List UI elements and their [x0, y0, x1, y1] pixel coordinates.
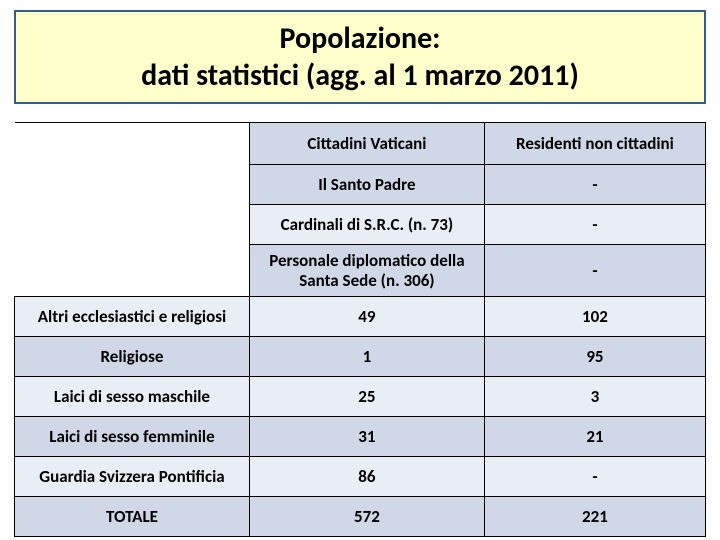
row-label: Religiose [15, 337, 250, 377]
table-row: Personale diplomatico della Santa Sede (… [15, 245, 706, 297]
row-label: Guardia Svizzera Pontificia [15, 457, 250, 497]
cell-cittadini: 572 [249, 497, 484, 537]
title-line2: dati statistici (agg. al 1 marzo 2011) [26, 57, 694, 94]
row-label [15, 165, 250, 205]
cell-residenti: 95 [484, 337, 705, 377]
cell-residenti: 3 [484, 377, 705, 417]
row-label [15, 245, 250, 297]
cell-cittadini: Personale diplomatico della Santa Sede (… [249, 245, 484, 297]
cell-residenti: 221 [484, 497, 705, 537]
header-blank [15, 123, 250, 165]
header-col2: Cittadini Vaticani [249, 123, 484, 165]
cell-residenti: 102 [484, 297, 705, 337]
row-label: TOTALE [15, 497, 250, 537]
cell-cittadini: Cardinali di S.R.C. (n. 73) [249, 205, 484, 245]
cell-cittadini: Il Santo Padre [249, 165, 484, 205]
row-label [15, 205, 250, 245]
cell-residenti: 21 [484, 417, 705, 457]
cell-cittadini: 1 [249, 337, 484, 377]
cell-residenti: - [484, 205, 705, 245]
table-row: Laici di sesso femminile3121 [15, 417, 706, 457]
table-header-row: Cittadini Vaticani Residenti non cittadi… [15, 123, 706, 165]
header-col3: Residenti non cittadini [484, 123, 705, 165]
title-box: Popolazione: dati statistici (agg. al 1 … [14, 10, 706, 104]
table-row: Il Santo Padre- [15, 165, 706, 205]
table-row: Religiose195 [15, 337, 706, 377]
table-row: Altri ecclesiastici e religiosi49102 [15, 297, 706, 337]
table-row: Cardinali di S.R.C. (n. 73)- [15, 205, 706, 245]
cell-residenti: - [484, 165, 705, 205]
cell-cittadini: 49 [249, 297, 484, 337]
title-line1: Popolazione: [26, 20, 694, 57]
cell-residenti: - [484, 457, 705, 497]
cell-cittadini: 25 [249, 377, 484, 417]
row-label: Altri ecclesiastici e religiosi [15, 297, 250, 337]
row-label: Laici di sesso femminile [15, 417, 250, 457]
row-label: Laici di sesso maschile [15, 377, 250, 417]
table-row: Laici di sesso maschile253 [15, 377, 706, 417]
population-table: Cittadini Vaticani Residenti non cittadi… [14, 122, 706, 537]
cell-cittadini: 31 [249, 417, 484, 457]
table-row: TOTALE572221 [15, 497, 706, 537]
cell-residenti: - [484, 245, 705, 297]
cell-cittadini: 86 [249, 457, 484, 497]
table-row: Guardia Svizzera Pontificia86- [15, 457, 706, 497]
